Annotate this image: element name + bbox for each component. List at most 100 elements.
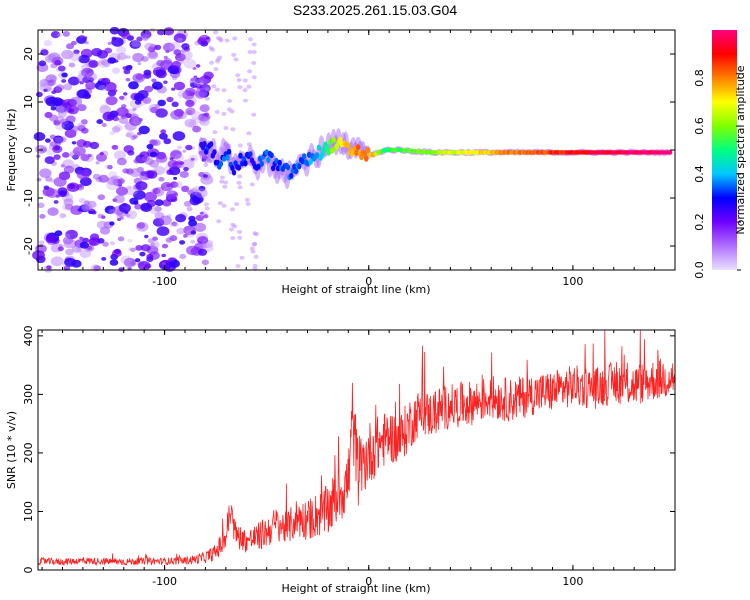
spectrogram-noise-blob bbox=[190, 230, 197, 235]
spectrogram-noise-blob bbox=[36, 63, 49, 73]
spectrogram-noise-blob bbox=[117, 178, 125, 184]
spectrogram-noise-blob bbox=[128, 81, 139, 90]
spectrogram-noise-blob bbox=[179, 171, 189, 178]
spectrogram-noise-blob bbox=[111, 175, 119, 181]
spectrogram-noise-blob bbox=[173, 222, 179, 227]
spectrogram-x-tick-label: 0 bbox=[365, 275, 372, 288]
spectrogram-noise-blob bbox=[57, 33, 62, 37]
spectrogram-noise-blob bbox=[98, 60, 105, 66]
spectrogram-signal-core bbox=[231, 169, 237, 176]
spectrogram-noise-blob bbox=[67, 105, 79, 115]
spectrogram-noise-blob bbox=[249, 182, 255, 187]
spectrogram-noise-blob bbox=[84, 41, 89, 45]
spectrogram-noise-blob bbox=[97, 194, 106, 201]
spectrogram-noise-blob bbox=[163, 55, 168, 60]
spectrogram-noise-blob bbox=[129, 40, 141, 49]
spectrogram-noise-blob bbox=[201, 158, 207, 162]
spectrogram-noise-blob bbox=[132, 107, 137, 112]
spectrogram-noise-blob bbox=[132, 134, 138, 139]
spectrogram-noise-blob bbox=[80, 154, 90, 162]
spectrogram-x-tick-label: -100 bbox=[152, 275, 177, 288]
spectrogram-noise-blob bbox=[154, 206, 162, 212]
spectrogram-noise-blob bbox=[173, 33, 187, 43]
snr-x-tick-label: 0 bbox=[365, 575, 372, 588]
spectrogram-noise-blob bbox=[111, 144, 119, 150]
spectrogram-noise-blob bbox=[44, 56, 52, 62]
spectrogram-noise-blob bbox=[171, 87, 176, 91]
spectrogram-noise-blob bbox=[236, 78, 242, 82]
spectrogram-noise-blob bbox=[230, 222, 236, 227]
spectrogram-noise-blob bbox=[62, 203, 73, 212]
spectrogram-noise-blob bbox=[38, 60, 47, 67]
spectrogram-signal-core bbox=[328, 139, 333, 146]
spectrogram-noise-blob bbox=[51, 90, 57, 95]
spectrogram-noise-blob bbox=[68, 76, 80, 86]
spectrogram-noise-blob bbox=[97, 238, 105, 244]
spectrogram-noise-blob bbox=[251, 75, 257, 80]
spectrogram-noise-blob bbox=[137, 62, 142, 66]
spectrogram-signal-core bbox=[354, 149, 359, 156]
spectrogram-noise-blob bbox=[109, 221, 115, 226]
spectrogram-noise-blob bbox=[99, 152, 104, 156]
spectrogram-signal-core bbox=[346, 142, 351, 149]
spectrogram-x-tick-label: 100 bbox=[562, 275, 583, 288]
spectrogram-noise-blob bbox=[170, 110, 184, 120]
spectrogram-noise-blob bbox=[45, 235, 56, 244]
spectrogram-noise-blob bbox=[183, 200, 192, 207]
spectrogram-noise-blob bbox=[109, 131, 116, 136]
spectrogram-signal-core bbox=[321, 147, 326, 154]
spectrogram-noise-blob bbox=[154, 199, 164, 207]
spectrogram-noise-blob bbox=[204, 206, 210, 211]
spectrogram-signal-core bbox=[226, 148, 232, 155]
spectrogram-y-tick-label: 10 bbox=[22, 95, 35, 109]
spectrogram-noise-blob bbox=[57, 246, 64, 252]
snr-series-line bbox=[37, 329, 676, 566]
spectrogram-noise-blob bbox=[89, 141, 100, 150]
spectrogram-noise-blob bbox=[61, 49, 74, 60]
spectrogram-noise-blob bbox=[183, 234, 188, 238]
spectrogram-noise-blob bbox=[113, 124, 123, 132]
spectrogram-noise-blob bbox=[125, 55, 131, 59]
spectrogram-noise-blob bbox=[112, 67, 121, 74]
spectrogram-noise-blob bbox=[88, 210, 93, 214]
spectrogram-noise-blob bbox=[63, 165, 75, 174]
spectrogram-noise-blob bbox=[62, 31, 70, 37]
spectrogram-noise-blob bbox=[231, 52, 237, 57]
spectrogram-noise-blob bbox=[54, 60, 62, 66]
spectrogram-noise-blob bbox=[229, 109, 235, 114]
spectrogram-noise-blob bbox=[213, 67, 219, 72]
spectrogram-noise-blob bbox=[79, 236, 84, 240]
spectrogram-noise-blob bbox=[152, 188, 161, 194]
spectrogram-noise-blob bbox=[183, 167, 189, 172]
spectrogram-noise-blob bbox=[163, 138, 172, 145]
figure-title: S233.2025.261.15.03.G04 bbox=[292, 2, 458, 18]
spectrogram-noise-blob bbox=[111, 37, 124, 47]
spectrogram-signal-core bbox=[257, 155, 263, 162]
spectrogram-y-axis-title: Frequency (Hz) bbox=[5, 109, 18, 192]
spectrogram-signal-core bbox=[218, 160, 224, 167]
spectrogram-noise-blob bbox=[117, 157, 127, 166]
spectrogram-noise-blob bbox=[101, 257, 107, 261]
spectrogram-noise-blob bbox=[140, 203, 153, 212]
spectrogram-noise-blob bbox=[195, 64, 201, 68]
spectrogram-noise-blob bbox=[227, 99, 233, 103]
spectrogram-noise-blob bbox=[163, 80, 168, 84]
spectrogram-noise-blob bbox=[163, 27, 175, 36]
spectrogram-noise-blob bbox=[173, 176, 178, 180]
spectrogram-noise-blob bbox=[101, 123, 107, 127]
spectrogram-y-tick-label: -20 bbox=[22, 237, 35, 255]
spectrogram-noise-blob bbox=[62, 152, 70, 158]
spectrogram-noise-blob bbox=[45, 138, 51, 143]
spectrogram-signal-core bbox=[362, 150, 367, 157]
spectrogram-noise-blob bbox=[125, 186, 138, 196]
spectrogram-noise-blob bbox=[169, 223, 174, 227]
spectrogram-noise-blob bbox=[199, 211, 204, 215]
spectrogram-signal-core bbox=[222, 155, 227, 162]
snr-x-tick-label: -100 bbox=[152, 575, 177, 588]
spectrogram-noise-blob bbox=[138, 261, 151, 271]
spectrogram-noise-blob bbox=[161, 243, 169, 249]
spectrogram-noise-blob bbox=[109, 259, 119, 266]
spectrogram-noise-blob bbox=[232, 36, 238, 41]
spectrogram-noise-blob bbox=[113, 194, 125, 204]
